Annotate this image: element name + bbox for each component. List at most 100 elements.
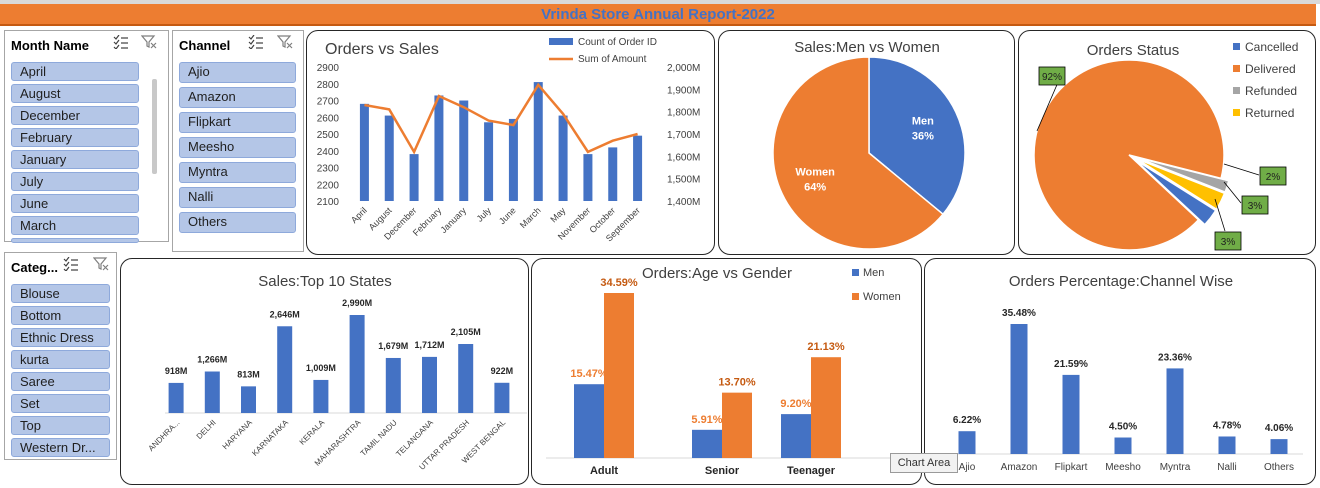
bar[interactable] — [422, 356, 437, 413]
slicer-channel-header: Channel — [179, 35, 297, 57]
slicer-item[interactable]: Blouse — [11, 284, 110, 303]
bar[interactable] — [1218, 436, 1236, 454]
bar[interactable] — [277, 326, 293, 413]
bar[interactable] — [1166, 368, 1184, 454]
slicer-item[interactable]: Ethnic Dress — [11, 328, 110, 347]
chart-sales-men-women[interactable]: Sales:Men vs Women Men 36% Women 64% — [718, 30, 1015, 255]
data-label: 35.48% — [1002, 308, 1036, 319]
axis-category-label: TAMIL NADU — [359, 418, 399, 458]
clear-filter-icon[interactable] — [140, 35, 157, 49]
bar[interactable] — [385, 357, 401, 413]
data-label: 1,679M — [378, 341, 408, 351]
chart-orders-vs-sales[interactable]: Orders vs Sales Count of Order ID Sum of A… — [306, 30, 715, 255]
bar[interactable] — [722, 392, 752, 458]
chart-age-gender[interactable]: Orders:Age vs Gender Men Women 15.47% 34.59%… — [531, 258, 922, 485]
data-label: 15.47% — [570, 368, 608, 380]
bar[interactable] — [349, 315, 365, 413]
leader-line — [1223, 163, 1260, 176]
chart-channel-wise[interactable]: Orders Percentage:Channel Wise 6.22% Ajio 3… — [924, 258, 1316, 485]
bar[interactable] — [604, 293, 634, 458]
slicer-scrollbar[interactable] — [152, 79, 157, 174]
clear-filter-icon[interactable] — [276, 35, 293, 49]
bar[interactable] — [558, 115, 568, 201]
bar[interactable] — [458, 344, 474, 413]
bar[interactable] — [574, 384, 604, 458]
slicer-item[interactable]: June — [11, 194, 139, 213]
data-callout[interactable] — [1038, 66, 1066, 86]
axis-category-label: Amazon — [1001, 462, 1038, 473]
slicer-item[interactable]: December — [11, 106, 139, 125]
bar[interactable] — [633, 135, 643, 201]
bar[interactable] — [494, 382, 510, 413]
slicer-item[interactable]: Saree — [11, 372, 110, 391]
bar[interactable] — [508, 118, 518, 201]
bar[interactable] — [583, 154, 593, 201]
pie-slice[interactable] — [1135, 157, 1226, 211]
slicer-item[interactable]: Flipkart — [179, 112, 296, 133]
slicer-item[interactable]: Top — [11, 416, 110, 435]
slicer-item[interactable]: Amazon — [179, 87, 296, 108]
axis-tick-label: 1,400M — [667, 197, 700, 208]
bar[interactable] — [608, 147, 618, 201]
pie-slice[interactable] — [1136, 156, 1230, 194]
slicer-item[interactable]: Nalli — [179, 187, 296, 208]
bar[interactable] — [484, 122, 494, 201]
slicer-item[interactable]: Meesho — [179, 137, 296, 158]
data-label: 21.59% — [1054, 359, 1088, 370]
slicer-item[interactable]: February — [11, 128, 139, 147]
multi-select-icon[interactable] — [113, 34, 129, 50]
bar[interactable] — [1062, 374, 1080, 454]
bar[interactable] — [313, 379, 329, 413]
slicer-item[interactable]: Ajio — [179, 62, 296, 83]
bar[interactable] — [168, 382, 184, 413]
axis-category-label: Teenager — [787, 465, 836, 477]
bar[interactable] — [958, 431, 976, 454]
axis-tick-label: 1,900M — [667, 85, 700, 96]
slicer-item[interactable]: April — [11, 62, 139, 81]
pie-slice[interactable] — [868, 56, 966, 216]
multi-select-icon[interactable] — [63, 256, 79, 272]
bar[interactable] — [384, 115, 394, 201]
bar[interactable] — [241, 386, 256, 413]
pie-slice[interactable] — [1134, 159, 1217, 226]
slicer-item[interactable]: Set — [11, 394, 110, 413]
check-mark — [248, 39, 255, 45]
slicer-item-partial[interactable] — [11, 238, 139, 243]
bar[interactable] — [533, 82, 543, 201]
pie-slice[interactable] — [772, 56, 945, 250]
data-label: 9.20% — [780, 398, 811, 410]
slicer-item[interactable]: Bottom — [11, 306, 110, 325]
bar[interactable] — [781, 414, 811, 458]
slice-value-label: 2% — [1266, 172, 1281, 183]
bar[interactable] — [359, 103, 369, 201]
slicer-item[interactable]: August — [11, 84, 139, 103]
slicer-item[interactable]: March — [11, 216, 139, 235]
bar[interactable] — [1010, 324, 1028, 454]
slicer-item[interactable]: July — [11, 172, 139, 191]
chart-orders-status[interactable]: Orders Status Cancelled Delivered Refunded R… — [1018, 30, 1316, 255]
slicer-item[interactable]: Western Dr... — [11, 438, 110, 457]
bar[interactable] — [409, 154, 419, 201]
bar[interactable] — [459, 100, 469, 202]
check-mark — [63, 261, 70, 267]
sales-line[interactable] — [364, 82, 638, 155]
pie-slice[interactable] — [1033, 59, 1225, 251]
slicer-item[interactable]: January — [11, 150, 139, 169]
data-callout[interactable] — [1214, 231, 1242, 251]
bar[interactable] — [1270, 439, 1288, 454]
data-callout[interactable] — [1259, 166, 1287, 186]
bar[interactable] — [811, 357, 841, 458]
slicer-item[interactable]: Myntra — [179, 162, 296, 183]
bar[interactable] — [434, 95, 444, 201]
legend-label: Sum of Amount — [578, 54, 647, 65]
bar[interactable] — [1114, 437, 1132, 454]
bar[interactable] — [204, 371, 220, 413]
bar[interactable] — [692, 429, 722, 458]
legend-swatch — [852, 269, 859, 276]
data-callout[interactable] — [1241, 195, 1269, 215]
clear-filter-icon[interactable] — [92, 257, 109, 271]
chart-top-states[interactable]: Sales:Top 10 States 918M ANDHRA... 1,266M DE… — [120, 258, 529, 485]
multi-select-icon[interactable] — [248, 34, 264, 50]
slicer-item[interactable]: kurta — [11, 350, 110, 369]
slicer-item[interactable]: Others — [179, 212, 296, 233]
